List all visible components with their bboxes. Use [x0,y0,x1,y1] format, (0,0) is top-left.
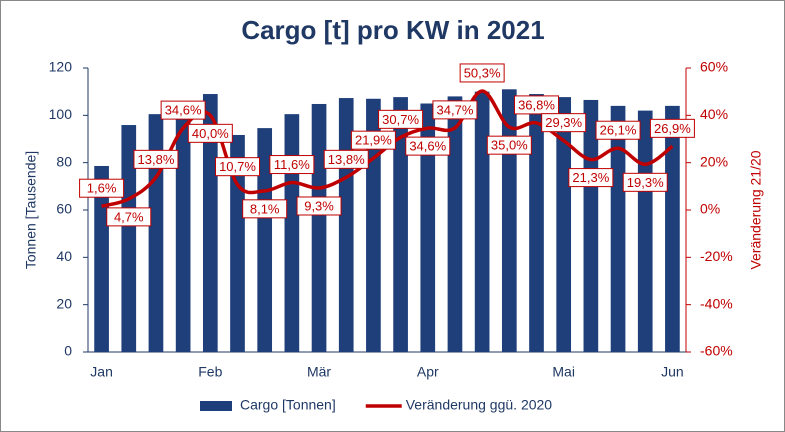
value-label: 30,7% [382,112,419,127]
value-label-box [432,100,478,120]
value-label: 9,3% [304,198,334,213]
legend-label: Veränderung ggü. 2020 [406,397,553,413]
y2-tick-label: 60% [700,59,728,75]
value-label-box [350,130,396,150]
value-label-box [649,118,695,138]
bar [447,96,463,353]
value-label: 19,3% [627,175,664,190]
bar [202,94,218,353]
bar [583,99,599,352]
value-label-box [133,149,179,169]
value-label: 26,1% [600,123,637,138]
value-label-box [187,123,233,143]
value-label: 8,1% [250,201,280,216]
y2-tick-label: 40% [700,106,728,122]
bar [474,91,490,353]
value-label-box [568,168,614,188]
value-label-box [160,100,206,120]
value-label: 35,0% [491,138,528,153]
bar [94,165,109,352]
value-label: 34,6% [409,139,446,154]
value-label: 10,7% [219,159,256,174]
value-label: 40,0% [192,126,229,141]
value-label: 11,6% [274,157,310,172]
y2-axis-title: Veränderung 21/20 [748,150,764,269]
x-tick-label: Mär [307,364,331,380]
value-label-box [541,113,587,133]
y-tick-label: 40 [56,248,72,264]
chart-title: Cargo [t] pro KW in 2021 [241,15,544,45]
y-tick-label: 20 [56,295,72,311]
value-label-box [242,199,288,219]
x-tick-label: Jan [90,364,113,380]
value-label-box [378,109,424,129]
y-tick-label: 0 [64,343,72,359]
y2-tick-label: 20% [700,153,728,169]
value-label: 21,9% [355,133,392,148]
value-label-box [106,207,152,227]
y-tick-label: 120 [49,59,73,75]
y2-tick-label: -60% [700,343,733,359]
bar [121,125,137,352]
bar [393,97,408,352]
bar [556,97,572,352]
value-label: 50,3% [464,65,501,80]
x-tick-label: Feb [198,364,222,380]
bar [637,110,653,352]
x-tick-label: Jun [661,364,684,380]
value-label-box [215,157,260,177]
value-label-box [296,196,342,216]
value-label: 1,6% [87,181,117,196]
y-axis-title: Tonnen [Tausende] [23,151,39,269]
value-label: 26,9% [654,121,691,136]
bar [529,94,544,353]
value-label: 4,7% [114,209,144,224]
value-label-box [622,172,668,192]
bar [175,105,191,352]
y-tick-label: 60 [56,201,72,217]
value-label-box [79,178,125,198]
bar [420,103,436,352]
x-tick-label: Mai [552,364,575,380]
legend-label: Cargo [Tonnen] [240,397,336,413]
value-label: 21,3% [572,170,609,185]
value-label: 34,6% [165,103,202,118]
value-label: 36,8% [518,97,555,112]
value-label-box [323,149,369,169]
value-label-box [269,155,315,175]
value-label-box [405,136,451,156]
bar [148,114,164,353]
value-label: 13,8% [328,152,365,167]
x-tick-label: Apr [417,364,439,380]
y2-tick-label: -20% [700,248,733,264]
value-label: 34,7% [437,102,474,117]
value-label: 13,8% [138,152,175,167]
bar [610,105,626,352]
legend-swatch [200,401,232,411]
bar [665,105,680,352]
bar [284,114,300,353]
bar [501,89,517,353]
bar [311,103,327,353]
y-tick-label: 100 [49,106,73,122]
bar [257,128,273,352]
y2-tick-label: -40% [700,295,733,311]
value-label-box [595,120,641,140]
value-label-box [459,63,505,83]
y2-tick-label: 0% [700,201,720,217]
value-label: 29,3% [545,115,582,130]
value-label-box [514,95,559,115]
value-label-box [486,135,532,155]
y-tick-label: 80 [56,153,72,169]
